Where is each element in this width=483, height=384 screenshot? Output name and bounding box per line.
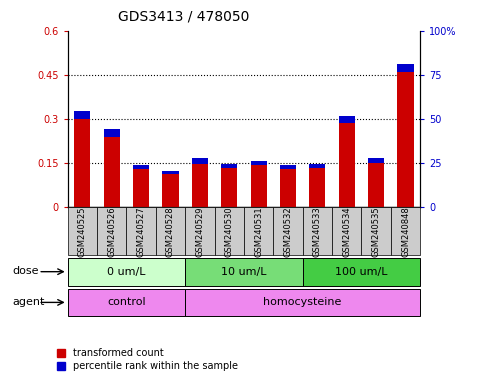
Bar — [251, 165, 267, 207]
Bar — [192, 164, 208, 207]
Bar — [192, 159, 208, 164]
Text: GSM240532: GSM240532 — [284, 206, 293, 257]
FancyBboxPatch shape — [156, 207, 185, 255]
Text: agent: agent — [12, 297, 44, 307]
FancyBboxPatch shape — [361, 207, 391, 255]
Text: GSM240526: GSM240526 — [107, 206, 116, 257]
Text: GSM240529: GSM240529 — [195, 206, 204, 257]
Legend: transformed count, percentile rank within the sample: transformed count, percentile rank withi… — [53, 344, 242, 375]
Text: GSM240848: GSM240848 — [401, 206, 410, 257]
FancyBboxPatch shape — [68, 258, 185, 286]
Bar — [368, 162, 384, 207]
Text: GSM240533: GSM240533 — [313, 206, 322, 257]
FancyBboxPatch shape — [97, 207, 127, 255]
FancyBboxPatch shape — [332, 207, 361, 255]
Bar — [339, 116, 355, 124]
Text: GSM240527: GSM240527 — [137, 206, 145, 257]
FancyBboxPatch shape — [391, 207, 420, 255]
Text: homocysteine: homocysteine — [264, 297, 342, 308]
FancyBboxPatch shape — [68, 207, 97, 255]
Bar — [104, 137, 120, 207]
Bar — [280, 169, 296, 207]
Text: 10 um/L: 10 um/L — [221, 266, 267, 277]
Text: GSM240530: GSM240530 — [225, 206, 234, 257]
Bar — [133, 169, 149, 207]
Bar — [74, 119, 90, 207]
Bar — [368, 158, 384, 162]
Text: 0 um/L: 0 um/L — [107, 266, 146, 277]
Text: GDS3413 / 478050: GDS3413 / 478050 — [118, 10, 249, 23]
Bar — [221, 169, 237, 207]
FancyBboxPatch shape — [185, 207, 214, 255]
Bar — [309, 164, 326, 169]
Text: dose: dose — [12, 266, 39, 276]
FancyBboxPatch shape — [214, 207, 244, 255]
Bar — [398, 64, 413, 72]
FancyBboxPatch shape — [244, 207, 273, 255]
FancyBboxPatch shape — [303, 258, 420, 286]
FancyBboxPatch shape — [185, 289, 420, 316]
Bar — [221, 164, 237, 169]
FancyBboxPatch shape — [68, 289, 185, 316]
Bar — [133, 165, 149, 169]
Bar — [104, 129, 120, 137]
Bar — [280, 165, 296, 169]
Text: GSM240531: GSM240531 — [254, 206, 263, 257]
Bar — [162, 170, 179, 174]
FancyBboxPatch shape — [185, 258, 303, 286]
Bar — [339, 124, 355, 207]
Text: GSM240528: GSM240528 — [166, 206, 175, 257]
Bar — [74, 111, 90, 119]
Text: GSM240534: GSM240534 — [342, 206, 351, 257]
Bar — [162, 174, 179, 207]
Text: GSM240535: GSM240535 — [371, 206, 381, 257]
Text: GSM240525: GSM240525 — [78, 206, 87, 257]
Bar — [309, 169, 326, 207]
FancyBboxPatch shape — [127, 207, 156, 255]
Bar — [251, 161, 267, 165]
Text: 100 um/L: 100 um/L — [335, 266, 388, 277]
FancyBboxPatch shape — [303, 207, 332, 255]
Text: control: control — [107, 297, 146, 308]
FancyBboxPatch shape — [273, 207, 303, 255]
Bar — [398, 72, 413, 207]
